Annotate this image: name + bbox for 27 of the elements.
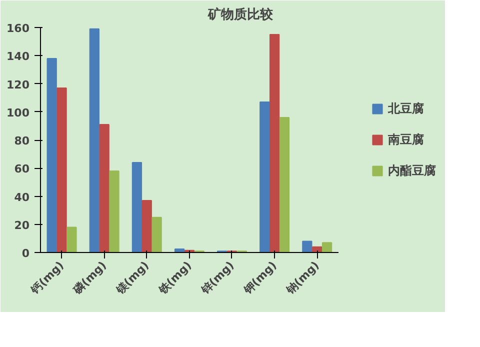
y-tick-label: 20 (14, 218, 30, 232)
y-tick-label: 0 (22, 247, 30, 260)
chart-title: 矿物质比较 (207, 6, 274, 22)
y-tick-label: 80 (14, 134, 30, 148)
bar (109, 170, 120, 252)
bar (99, 124, 110, 252)
bar (279, 117, 290, 252)
bar (89, 28, 100, 252)
bar (132, 162, 142, 252)
bar (260, 102, 270, 252)
y-tick-label: 160 (6, 22, 30, 35)
y-tick-label: 40 (14, 190, 30, 204)
legend-label: 内酯豆腐 (388, 162, 436, 179)
legend-label: 北豆腐 (388, 100, 424, 117)
y-tick-label: 140 (6, 50, 30, 64)
bar (269, 34, 280, 252)
bar (46, 58, 57, 252)
y-tick-label: 120 (6, 78, 30, 92)
bar (322, 242, 332, 252)
y-tick-label: 100 (6, 106, 30, 120)
y-tick-label: 60 (14, 162, 30, 176)
bar (152, 216, 162, 252)
legend-label: 南豆腐 (388, 131, 424, 148)
bar (66, 226, 77, 252)
bar (56, 87, 67, 252)
bar (142, 200, 152, 252)
bar (302, 240, 312, 252)
